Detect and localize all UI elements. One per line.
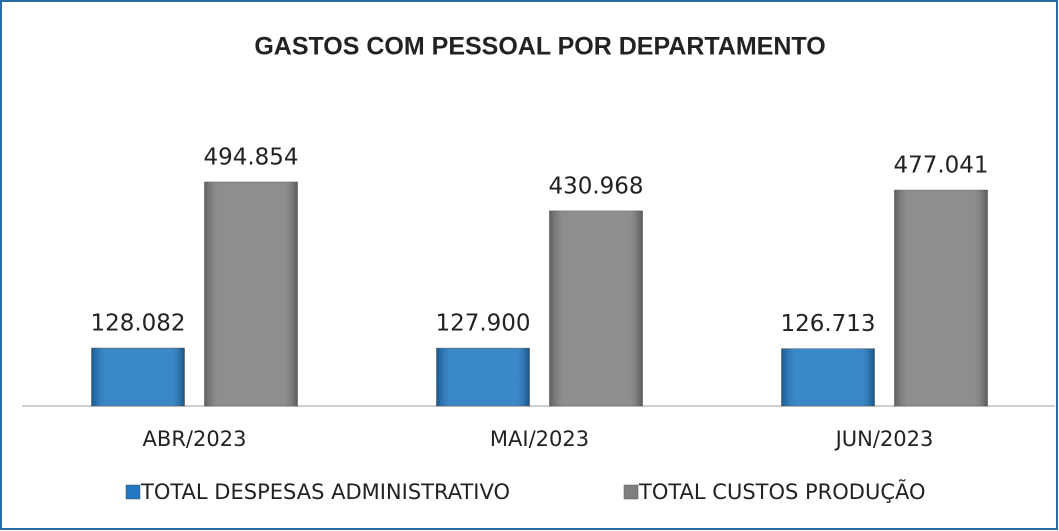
- data-label: 494.854: [203, 145, 298, 171]
- legend-label: TOTAL CUSTOS PRODUÇÃO: [638, 478, 926, 504]
- x-tick-label: MAI/2023: [490, 427, 589, 451]
- legend-swatch: [623, 484, 639, 500]
- bar-shine: [894, 190, 988, 406]
- x-tick-label: JUN/2023: [834, 427, 934, 451]
- bar-shine: [436, 348, 530, 406]
- data-label: 128.082: [90, 311, 185, 337]
- data-label: 127.900: [435, 311, 530, 337]
- legend-label: TOTAL DESPESAS ADMINISTRATIVO: [140, 480, 510, 504]
- data-label: 430.968: [548, 173, 643, 199]
- x-tick-label: ABR/2023: [143, 427, 247, 451]
- data-label: 126.713: [780, 311, 875, 337]
- bar-shine: [91, 348, 185, 406]
- bar-shine: [781, 348, 875, 406]
- legend-swatch: [125, 484, 141, 500]
- bar-shine: [204, 182, 298, 406]
- data-label: 477.041: [893, 153, 988, 179]
- bar-shine: [549, 210, 643, 406]
- chart-title: GASTOS COM PESSOAL POR DEPARTAMENTO: [254, 33, 825, 61]
